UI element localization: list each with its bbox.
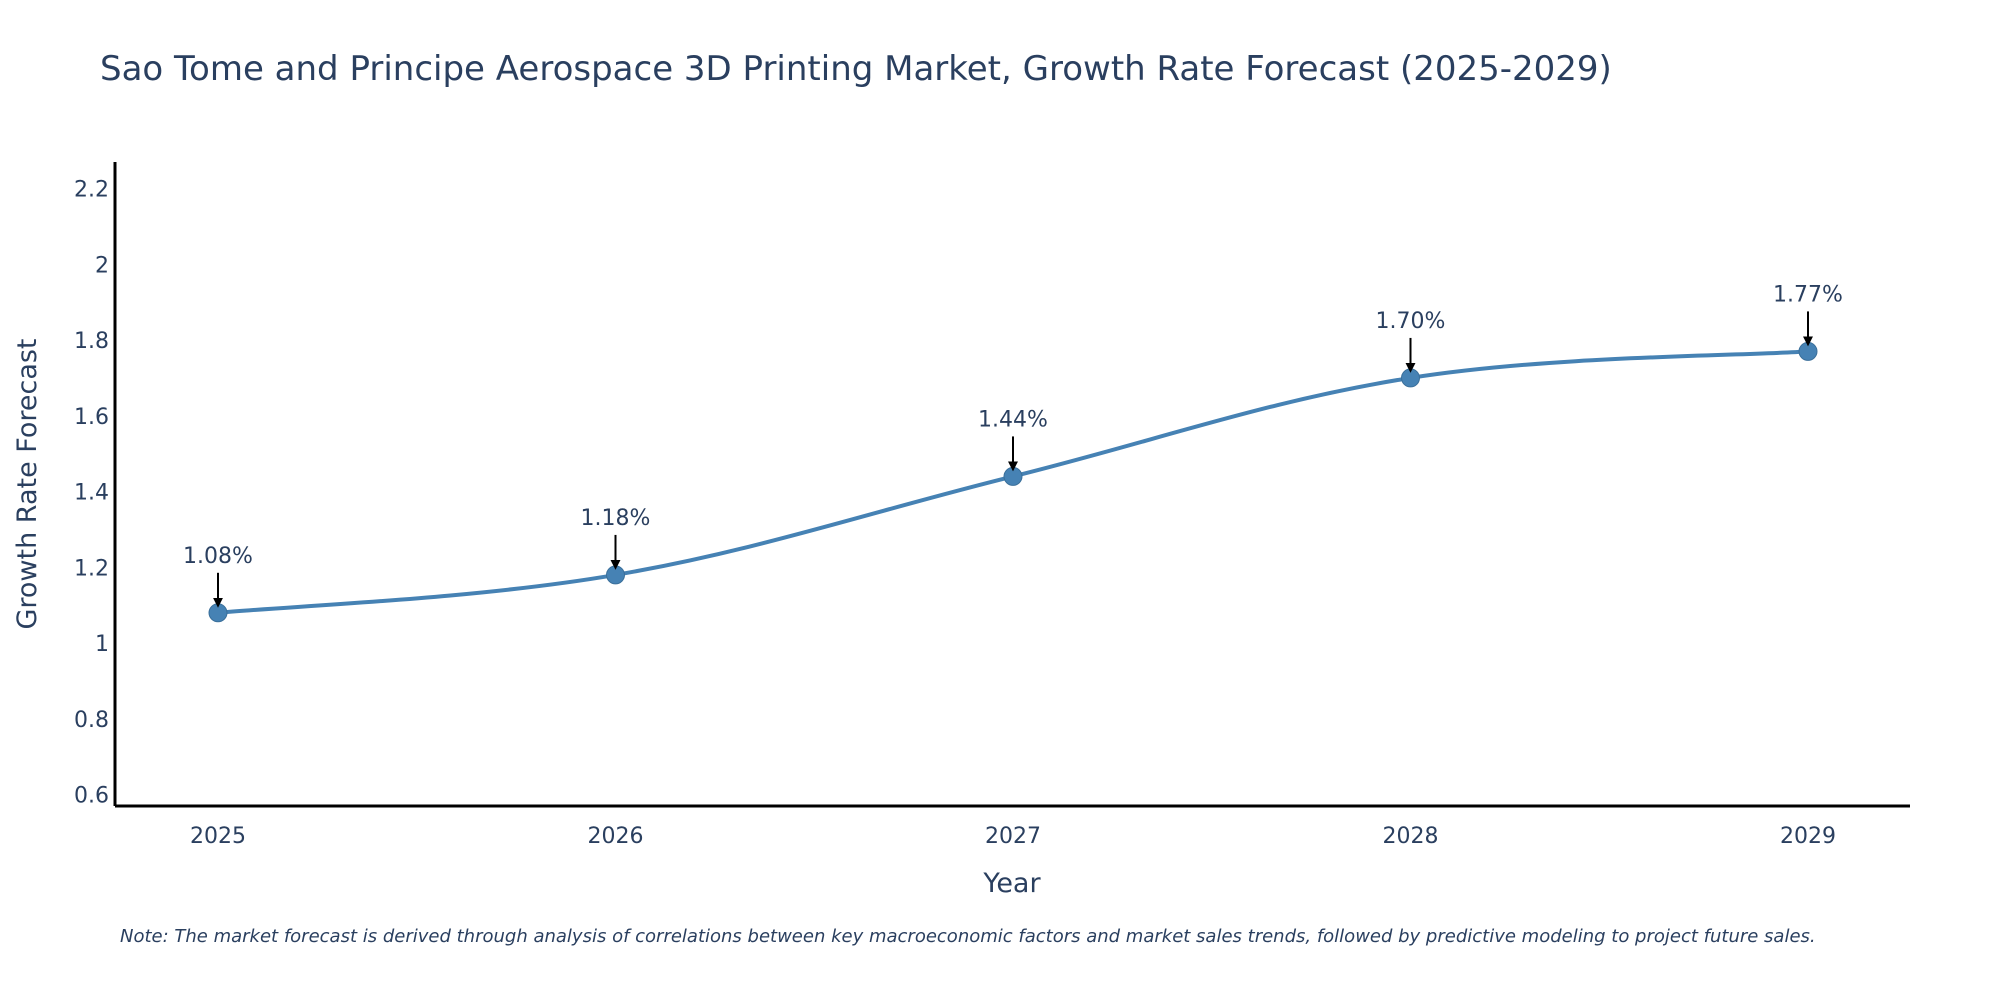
- x-axis-title: Year: [982, 868, 1041, 899]
- data-annotations: 1.08% 1.18% 1.44% 1.70% 1.77%: [183, 282, 1843, 608]
- x-tick-label: 2026: [588, 824, 644, 849]
- y-tick-labels: 0.6 0.8 1 1.2 1.4 1.6 1.8 2 2.2: [74, 178, 109, 809]
- y-tick-label: 2.2: [74, 178, 109, 203]
- x-tick-labels: 2025 2026 2027 2028 2029: [190, 824, 1836, 849]
- y-tick-label: 1.4: [74, 481, 109, 506]
- data-markers: [208, 341, 1818, 623]
- data-label: 1.18%: [581, 506, 651, 531]
- y-tick-label: 0.8: [74, 708, 109, 733]
- data-point-marker: [1003, 466, 1023, 486]
- y-axis-title: Growth Rate Forecast: [12, 338, 43, 629]
- chart-title: Sao Tome and Principe Aerospace 3D Print…: [100, 49, 1612, 89]
- data-point-marker: [1401, 368, 1420, 388]
- y-tick-label: 0.6: [74, 784, 109, 809]
- data-label: 1.44%: [978, 407, 1048, 432]
- y-tick-label: 1.2: [74, 556, 109, 581]
- data-label: 1.08%: [183, 544, 253, 569]
- y-tick-label: 1.8: [74, 329, 109, 354]
- data-point-marker: [208, 603, 228, 623]
- y-tick-label: 1.6: [74, 405, 109, 430]
- axes: [113, 162, 1910, 808]
- data-point-marker: [1798, 341, 1818, 361]
- data-label: 1.77%: [1773, 282, 1843, 307]
- x-tick-label: 2025: [190, 824, 246, 849]
- x-tick-label: 2029: [1780, 824, 1836, 849]
- data-point-marker: [606, 565, 625, 585]
- x-tick-label: 2027: [985, 824, 1041, 849]
- y-tick-label: 1: [95, 632, 109, 657]
- x-tick-label: 2028: [1383, 824, 1439, 849]
- footnote: Note: The market forecast is derived thr…: [120, 926, 1816, 947]
- y-tick-label: 2: [95, 253, 109, 278]
- data-label: 1.70%: [1376, 309, 1446, 334]
